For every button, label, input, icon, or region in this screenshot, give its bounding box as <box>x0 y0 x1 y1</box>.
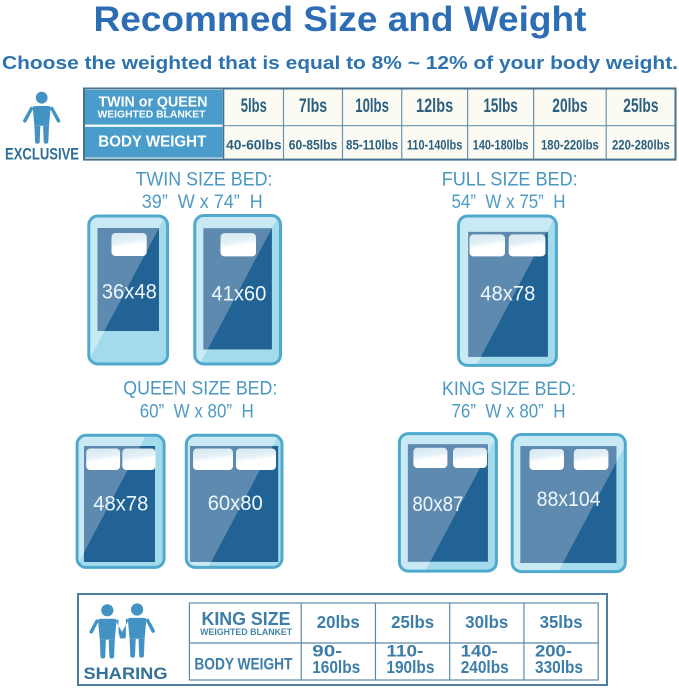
svg-text:200-: 200- <box>535 643 572 661</box>
svg-text:60-85lbs: 60-85lbs <box>289 136 338 152</box>
svg-text:KING SIZE BED:: KING SIZE BED: <box>442 379 576 400</box>
svg-text:85-110lbs: 85-110lbs <box>346 136 398 152</box>
svg-text:39” W x 74” H: 39” W x 74” H <box>142 192 263 213</box>
svg-text:60” W x 80” H: 60” W x 80” H <box>140 402 254 423</box>
svg-text:90-: 90- <box>312 643 342 661</box>
svg-text:35lbs: 35lbs <box>540 612 583 632</box>
svg-text:FULL SIZE BED:: FULL SIZE BED: <box>442 169 578 190</box>
svg-text:20lbs: 20lbs <box>552 96 587 117</box>
svg-text:EXCLUSIVE: EXCLUSIVE <box>5 144 79 163</box>
svg-text:88x104: 88x104 <box>537 488 601 511</box>
svg-text:25lbs: 25lbs <box>391 612 434 632</box>
svg-text:80x87: 80x87 <box>412 493 463 516</box>
svg-text:25lbs: 25lbs <box>623 96 658 117</box>
svg-text:SHARING: SHARING <box>84 664 168 683</box>
svg-text:220-280lbs: 220-280lbs <box>612 136 670 152</box>
svg-text:12lbs: 12lbs <box>416 96 453 117</box>
svg-text:10lbs: 10lbs <box>355 96 389 117</box>
svg-text:KING SIZE: KING SIZE <box>202 608 291 629</box>
svg-text:7lbs: 7lbs <box>299 96 327 117</box>
svg-text:110-: 110- <box>386 643 423 661</box>
svg-text:180-220lbs: 180-220lbs <box>541 136 599 152</box>
svg-text:15lbs: 15lbs <box>483 96 517 117</box>
svg-text:190lbs: 190lbs <box>386 657 434 677</box>
svg-text:41x60: 41x60 <box>211 282 266 305</box>
svg-text:48x78: 48x78 <box>480 282 535 305</box>
svg-text:30lbs: 30lbs <box>465 612 508 632</box>
svg-text:Recommed Size and Weight: Recommed Size and Weight <box>94 0 587 39</box>
svg-text:76” W x 80” H: 76” W x 80” H <box>452 402 566 423</box>
svg-text:BODY WEIGHT: BODY WEIGHT <box>194 656 292 674</box>
svg-text:TWIN SIZE BED:: TWIN SIZE BED: <box>136 169 273 190</box>
svg-text:QUEEN SIZE BED:: QUEEN SIZE BED: <box>123 379 277 400</box>
svg-text:54” W x 75” H: 54” W x 75” H <box>452 192 566 213</box>
svg-text:110-140lbs: 110-140lbs <box>407 136 463 152</box>
svg-text:20lbs: 20lbs <box>317 612 360 632</box>
svg-text:40-60lbs: 40-60lbs <box>226 136 282 152</box>
svg-text:TWIN or QUEEN: TWIN or QUEEN <box>99 94 208 110</box>
svg-text:330lbs: 330lbs <box>535 657 583 677</box>
svg-text:BODY WEIGHT: BODY WEIGHT <box>98 134 206 151</box>
svg-text:160lbs: 160lbs <box>312 657 360 677</box>
svg-text:140-180lbs: 140-180lbs <box>473 136 529 152</box>
svg-text:48x78: 48x78 <box>93 492 148 515</box>
svg-text:36x48: 36x48 <box>102 281 157 304</box>
svg-text:WEIGHTED BLANKET: WEIGHTED BLANKET <box>200 627 293 637</box>
svg-text:Choose the weighted that is eq: Choose the weighted that is equal to 8% … <box>2 53 678 73</box>
svg-text:240lbs: 240lbs <box>461 657 509 677</box>
svg-text:5lbs: 5lbs <box>241 96 267 117</box>
svg-text:WEIGHTED BLANKET: WEIGHTED BLANKET <box>98 109 207 120</box>
svg-text:140-: 140- <box>461 643 498 661</box>
svg-text:60x80: 60x80 <box>208 492 263 515</box>
